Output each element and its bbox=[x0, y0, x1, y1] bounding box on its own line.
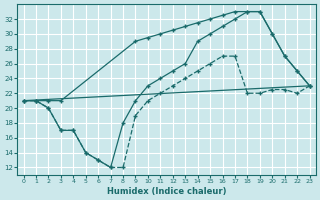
X-axis label: Humidex (Indice chaleur): Humidex (Indice chaleur) bbox=[107, 187, 226, 196]
